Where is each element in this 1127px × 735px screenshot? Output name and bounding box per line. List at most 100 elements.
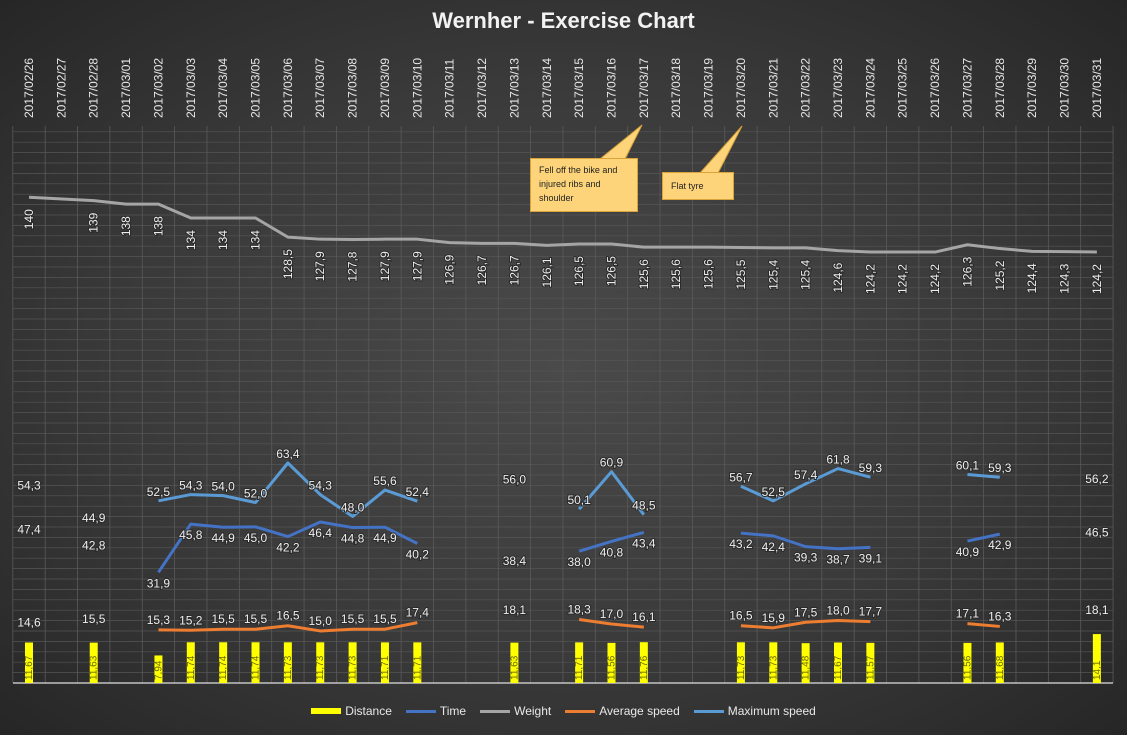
x-tick-label: 2017/03/13 [507,58,521,118]
series-line-time [157,520,418,574]
data-label-weight: 124,2 [1090,264,1104,294]
data-label-average-speed: 15,0 [309,614,333,628]
data-label-weight: 126,9 [443,254,457,284]
legend: Distance Time Weight Average speed Maxim… [0,704,1127,718]
bar-distance [25,642,33,683]
data-label-maximum-speed: 52,5 [762,485,786,499]
legend-swatch [311,708,342,714]
x-tick-label: 2017/03/24 [863,58,877,118]
data-label-time: 42,9 [988,538,1012,552]
data-label-average-speed: 15,5 [82,612,106,626]
x-tick-label: 2017/03/15 [572,58,586,118]
data-label-weight: 125,2 [993,260,1007,290]
legend-label: Maximum speed [727,704,816,718]
data-label-weight: 139 [87,212,101,232]
data-label-maximum-speed: 50,1 [567,493,591,507]
data-label-weight: 125,6 [669,259,683,289]
x-tick-label: 2017/03/23 [831,58,845,118]
data-label-weight: 126,3 [960,256,974,286]
data-label-time: 42,4 [762,540,786,554]
bar-distance [801,643,810,683]
data-label-maximum-speed: 56,7 [729,470,753,484]
data-label-maximum-speed: 56,0 [503,473,527,487]
bar-label-distance: 7,94 [153,660,164,680]
bar-label-distance: 11,74 [186,655,197,680]
data-label-average-speed: 17,7 [859,605,883,619]
legend-label: Average speed [599,704,680,718]
data-label-weight: 127,9 [410,251,424,281]
data-label-average-speed: 16,3 [988,609,1012,623]
bar-distance [769,642,778,683]
data-label-weight: 128,5 [281,249,295,279]
data-label-time: 39,1 [859,551,883,565]
data-label-maximum-speed: 48,5 [632,499,656,513]
series-line-time [740,531,871,551]
x-tick-label: 2017/03/25 [896,58,910,118]
data-label-weight: 134 [216,230,230,250]
bar-distance [575,642,584,683]
data-label-maximum-speed: 54,3 [17,479,41,493]
series-line-maximum-speed [577,470,646,516]
bar-distance [251,642,260,683]
bar-label-distance: 11,73 [768,655,779,680]
x-tick-label: 2017/03/02 [151,58,165,118]
data-label-maximum-speed: 63,4 [276,447,300,461]
bar-label-distance: 11,74 [218,655,229,680]
data-label-weight: 134 [184,230,198,250]
data-label-average-speed: 17,0 [600,607,624,621]
bar-label-distance: 11,67 [24,655,35,680]
bar-label-distance: 11,56 [606,655,617,680]
x-tick-label: 2017/03/26 [928,58,942,118]
data-label-maximum-speed: 52,5 [147,485,171,499]
data-label-maximum-speed: 59,3 [859,461,883,475]
bar-distance [834,642,842,683]
bar-label-distance: 11,48 [801,655,812,680]
bar-label-distance: 11,63 [89,655,100,680]
bar-distance [186,642,195,683]
bar-distance [963,642,972,683]
x-tick-label: 2017/03/19 [702,58,716,118]
data-label-weight: 127,9 [378,251,392,281]
x-tick-label: 2017/03/29 [1025,58,1039,118]
data-label-weight: 124,3 [1058,263,1072,293]
bar-label-distance: 11,56 [962,655,973,680]
data-label-weight: 140 [22,209,36,229]
data-label-time: 44,9 [373,531,397,545]
bar-distance [89,642,98,683]
x-tick-label: 2017/03/07 [313,58,327,118]
legend-average-speed: Average speed [565,704,680,718]
legend-label: Distance [345,704,392,718]
data-label-time: 40,2 [406,548,430,562]
legend-swatch [480,709,511,713]
data-label-weight: 126,7 [507,255,521,285]
series-line-average-speed [740,619,871,630]
data-label-average-speed: 15,2 [179,613,203,627]
x-tick-label: 2017/02/28 [87,58,101,118]
legend-swatch [405,709,436,713]
legend-label: Time [439,704,467,718]
data-label-time: 45,8 [179,528,203,542]
data-label-average-speed: 16,1 [632,610,656,624]
data-label-weight: 124,4 [1025,263,1039,293]
x-tick-label: 2017/03/11 [443,59,457,118]
x-tick-label: 2017/03/18 [669,58,683,118]
bar-label-distance: 11,68 [995,655,1006,680]
data-label-time: 43,4 [632,536,656,550]
data-label-maximum-speed: 52,0 [244,487,268,501]
data-label-time: 43,2 [729,537,753,551]
bar-label-distance: 11,73 [348,655,359,680]
data-label-weight: 138 [119,216,133,236]
bar-label-distance: 11,57 [865,655,876,680]
data-label-maximum-speed: 60,9 [600,456,624,470]
legend-swatch [693,709,724,713]
bar-label-distance: 14,1 [1092,660,1103,680]
data-label-time: 42,2 [276,541,300,555]
legend-weight: Weight [480,704,551,718]
data-label-average-speed: 18,3 [567,602,591,616]
data-label-weight: 134 [249,230,263,250]
data-label-maximum-speed: 55,6 [373,474,397,488]
data-label-maximum-speed: 54,3 [179,479,203,493]
data-label-maximum-speed: 52,4 [406,485,430,499]
data-label-time: 38,0 [567,555,591,569]
data-label-time: 40,9 [956,545,980,559]
